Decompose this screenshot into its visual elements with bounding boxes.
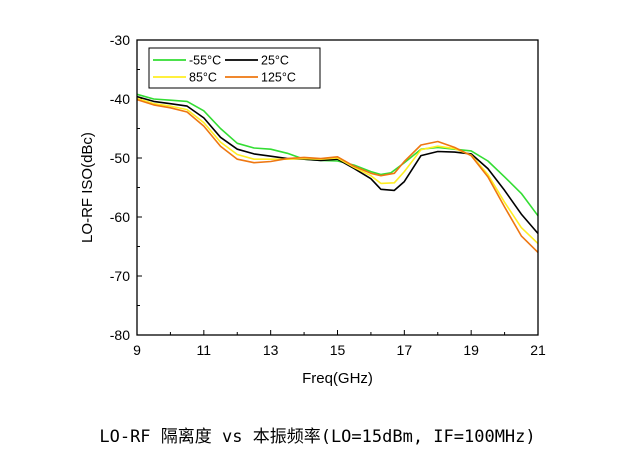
series-line — [136, 98, 539, 253]
x-tick-label: 13 — [263, 342, 279, 358]
x-tick-label: 11 — [197, 342, 212, 358]
y-tick-label: -50 — [110, 150, 130, 166]
tick-labels: 9 11 13 15 17 19 21 -30 -40 -50 -60 -70 -80 — [110, 32, 546, 358]
x-axis-title: Freq(GHz) — [302, 370, 373, 387]
y-tick-label: -40 — [110, 91, 130, 107]
legend-box — [148, 47, 321, 89]
chart: 9 11 13 15 17 19 21 -30 -40 -50 -60 -70 -80 Freq(GHz… — [79, 32, 546, 387]
x-tick-label: 17 — [397, 342, 413, 358]
x-tick-label: 21 — [530, 342, 546, 358]
legend-label: 85°C — [189, 71, 217, 85]
x-tick-label: 9 — [133, 342, 141, 358]
y-axis-title: LO-RF ISO(dBc) — [79, 132, 96, 243]
x-tick-label: 19 — [463, 342, 479, 358]
series-layer — [136, 93, 539, 253]
legend: -55°C 25°C 85°C 125°C — [148, 47, 321, 89]
legend-label: -55°C — [189, 54, 221, 68]
legend-label: 25°C — [261, 54, 289, 68]
plot-frame — [136, 39, 539, 336]
chart-caption: LO-RF 隔离度 vs 本振频率(LO=15dBm, IF=100MHz) — [99, 427, 536, 447]
y-tick-label: -60 — [110, 209, 130, 225]
y-tick-label: -80 — [110, 327, 130, 343]
y-tick-label: -30 — [110, 32, 130, 48]
y-tick-label: -70 — [110, 268, 130, 284]
x-tick-label: 15 — [330, 342, 346, 358]
legend-label: 125°C — [261, 71, 296, 85]
